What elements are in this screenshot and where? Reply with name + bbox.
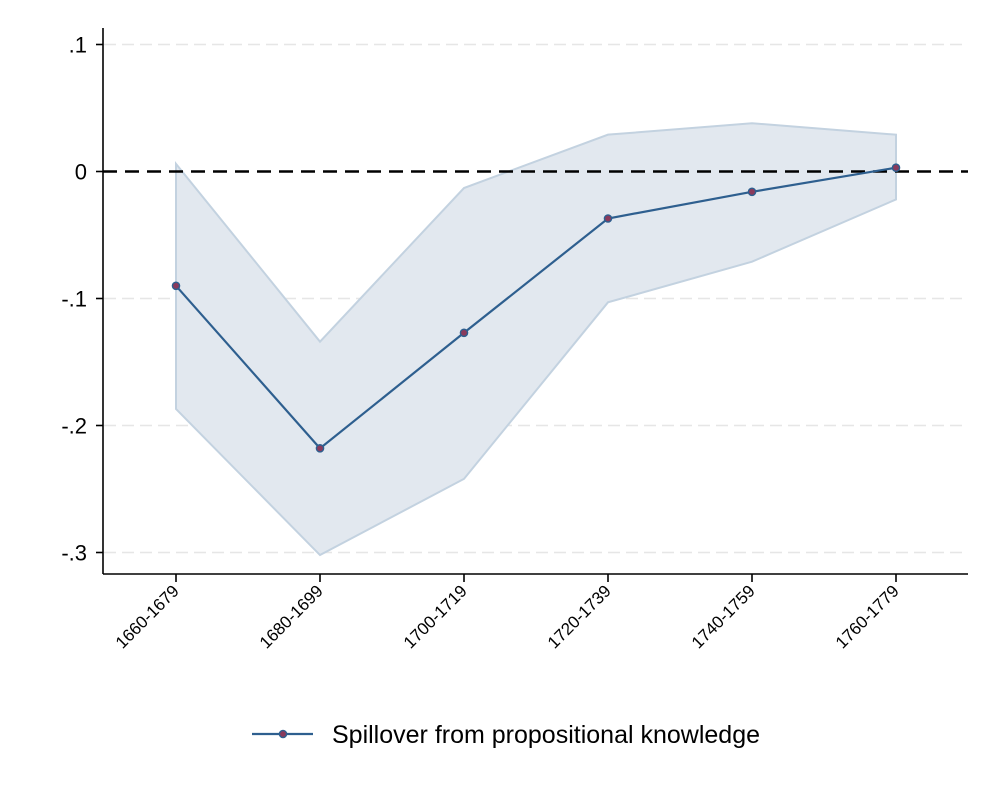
x-tick-label-3: 1720-1739 bbox=[544, 581, 615, 652]
confidence-band-area bbox=[175, 122, 897, 557]
y-tick-label-4: -.3 bbox=[61, 541, 87, 566]
x-tick-label-0: 1660-1679 bbox=[112, 581, 183, 652]
data-point-5 bbox=[891, 163, 901, 172]
x-tick-label-1: 1680-1699 bbox=[256, 581, 327, 652]
y-tick-labels: .1 0 -.1 -.2 -.3 bbox=[61, 33, 87, 566]
y-tick-label-3: -.2 bbox=[61, 414, 87, 439]
data-point-2 bbox=[459, 328, 469, 338]
series-markers bbox=[171, 163, 901, 453]
y-tick-label-1: 0 bbox=[75, 160, 87, 185]
series-polyline bbox=[175, 166, 897, 450]
series-line bbox=[175, 166, 897, 450]
x-tick-labels: 1660-1679 1680-1699 1700-1719 1720-1739 1740… bbox=[112, 581, 903, 652]
data-point-4 bbox=[747, 187, 757, 197]
x-tick-label-5: 1760-1779 bbox=[832, 581, 903, 652]
y-tick-label-2: -.1 bbox=[61, 287, 87, 312]
data-point-0 bbox=[171, 281, 181, 291]
legend-label: Spillover from propositional knowledge bbox=[332, 721, 760, 749]
data-point-3 bbox=[603, 214, 613, 223]
x-tick-label-4: 1740-1759 bbox=[688, 581, 759, 652]
y-tick-label-0: .1 bbox=[69, 33, 87, 58]
legend-marker-sample bbox=[278, 729, 288, 739]
data-point-1 bbox=[315, 444, 325, 453]
x-tick-label-2: 1700-1719 bbox=[400, 581, 471, 652]
legend: Spillover from propositional knowledge bbox=[252, 721, 760, 749]
confidence-band bbox=[175, 122, 897, 557]
axes bbox=[96, 28, 968, 582]
